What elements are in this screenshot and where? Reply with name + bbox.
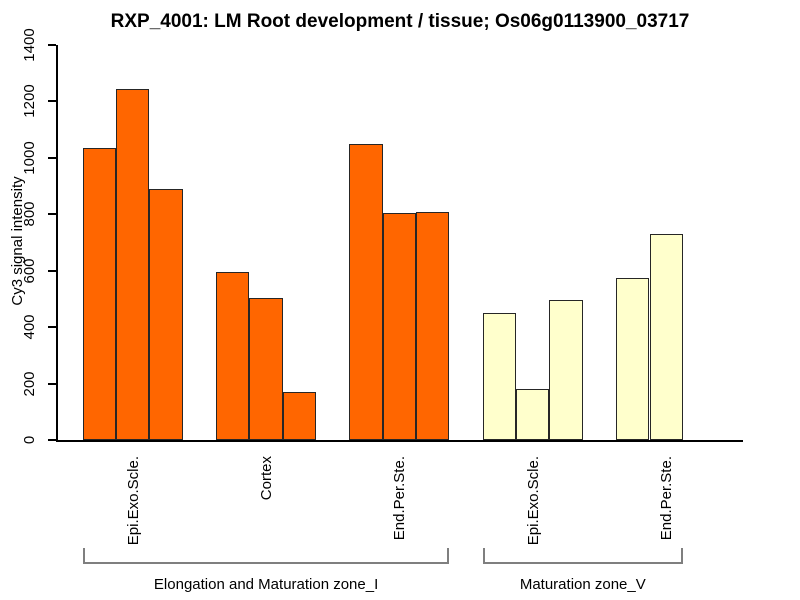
bar [216,272,250,440]
y-axis-tick [48,439,56,441]
x-axis-group-label: Epi.Exo.Scle. [524,456,542,546]
y-axis-tick [48,213,56,216]
zone-bracket [82,562,450,564]
bar [382,212,417,440]
x-axis-line [56,440,743,442]
bar [482,313,517,440]
zone-label: Elongation and Maturation zone_I [153,576,379,593]
zone-bracket-tick [447,548,450,564]
y-axis-tick [48,100,56,103]
y-axis-tick-label: 800 [21,201,38,227]
y-axis-tick-label: 0 [21,435,38,445]
x-axis-group-label: Cortex [258,456,276,501]
y-axis-tick [48,382,56,385]
bar [149,188,183,440]
x-axis-group-label: End.Per.Ste. [658,456,676,541]
y-axis-tick [48,156,56,159]
zone-bracket [482,562,683,564]
bar [116,88,150,440]
bar [516,389,550,440]
chart-title: RXP_4001: LM Root development / tissue; … [110,11,690,32]
zone-bracket-tick [680,548,683,564]
y-axis-tick [48,326,56,329]
y-axis-tick-label: 600 [21,258,38,284]
zone-bracket-tick [482,548,485,564]
bar [649,234,683,440]
y-axis-line [56,45,58,441]
bar [616,277,650,440]
y-axis-label: Cy3 signal intensity [9,176,26,306]
bar [82,148,117,440]
y-axis-tick [48,269,56,272]
bar [249,297,283,440]
y-axis-tick-label: 1000 [21,141,38,175]
bar [349,143,383,441]
y-axis-tick-label: 400 [21,314,38,340]
bar [282,392,317,440]
zone-bracket-tick [82,548,85,564]
y-axis-tick-label: 200 [21,371,38,397]
bar [416,211,450,440]
y-axis-tick-label: 1200 [21,84,38,119]
x-axis-group-label: Epi.Exo.Scle. [124,456,142,546]
zone-label: Maturation zone_V [519,576,646,593]
y-axis-tick-label: 1400 [21,28,38,62]
x-axis-group-label: End.Per.Ste. [391,456,409,541]
bar [549,300,583,440]
y-axis-tick [48,44,56,46]
